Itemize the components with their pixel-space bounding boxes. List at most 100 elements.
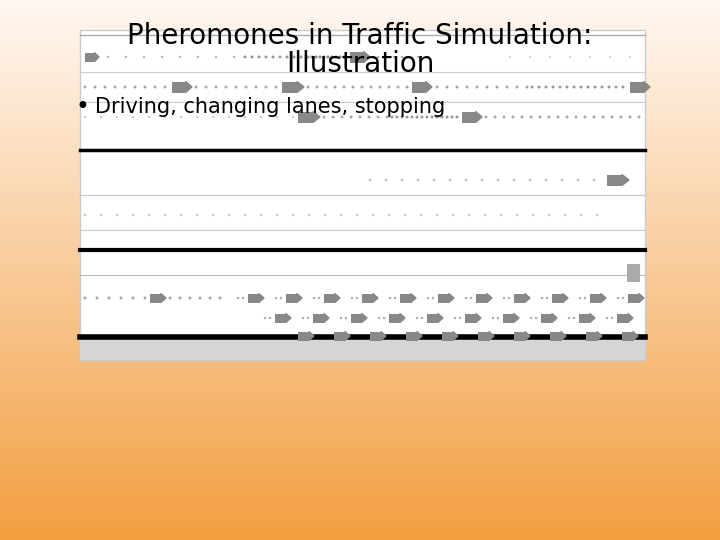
Bar [0,242,720,246]
Bar [0,334,720,338]
Bar [0,356,720,359]
Circle shape [387,214,390,217]
Bar [0,431,720,435]
Bar [0,504,720,508]
Polygon shape [476,111,482,123]
Circle shape [84,214,86,217]
Circle shape [415,116,418,118]
Bar [0,280,720,284]
Circle shape [351,297,354,299]
Polygon shape [525,294,530,302]
Circle shape [269,317,271,319]
Bar [438,294,449,302]
Circle shape [377,56,379,58]
Circle shape [312,297,315,299]
Circle shape [417,179,419,181]
Bar [0,224,720,227]
Circle shape [552,85,554,89]
Circle shape [345,317,347,319]
Bar [0,267,720,270]
Bar [0,421,720,424]
Bar [0,467,720,470]
Circle shape [275,297,277,299]
Bar [0,521,720,524]
Circle shape [572,85,575,89]
Bar [0,491,720,494]
Bar [0,32,720,35]
Bar [0,367,720,370]
Bar [0,537,720,540]
Circle shape [107,56,109,58]
Circle shape [197,56,199,58]
Bar [0,16,720,19]
Bar [248,294,259,302]
Bar [0,199,720,202]
Circle shape [511,116,515,118]
Circle shape [420,214,423,217]
Circle shape [324,214,326,217]
Circle shape [495,85,498,89]
Bar [0,134,720,138]
Bar [0,437,720,440]
Circle shape [84,116,86,118]
Bar [0,237,720,240]
Circle shape [215,56,217,58]
Bar [0,183,720,186]
Polygon shape [94,52,99,62]
Bar [0,340,720,343]
Circle shape [528,179,531,181]
Bar [0,207,720,211]
Circle shape [500,214,503,217]
Bar [0,99,720,103]
Circle shape [433,179,436,181]
Bar [0,80,720,84]
Circle shape [237,297,239,299]
Circle shape [215,85,217,89]
Polygon shape [487,294,492,302]
Bar [0,259,720,262]
Circle shape [561,179,563,181]
Circle shape [600,85,603,89]
Bar [0,337,720,340]
Bar [0,261,720,265]
Circle shape [254,85,258,89]
Polygon shape [297,294,302,302]
Bar [334,332,345,341]
Bar [0,456,720,459]
Circle shape [389,297,391,299]
Polygon shape [259,294,264,302]
Circle shape [538,85,541,89]
Bar [0,278,720,281]
Circle shape [100,116,102,118]
Bar [0,523,720,526]
Bar [0,148,720,151]
Bar [0,121,720,124]
Bar [0,383,720,386]
Bar [0,72,720,76]
Circle shape [161,56,163,58]
Circle shape [260,116,262,118]
Circle shape [242,297,244,299]
Bar [0,0,720,3]
Circle shape [96,296,99,300]
Circle shape [539,116,541,118]
Circle shape [535,317,537,319]
Circle shape [341,116,343,118]
Circle shape [405,116,408,118]
Circle shape [546,335,548,337]
Bar [0,37,720,40]
Bar [0,429,720,432]
Circle shape [619,116,623,118]
Circle shape [326,56,330,58]
Circle shape [449,179,451,181]
Circle shape [179,296,181,300]
Bar [0,118,720,122]
Bar [0,299,720,302]
Circle shape [546,297,548,299]
Bar [0,240,720,243]
Circle shape [420,317,423,319]
Circle shape [244,116,246,118]
Circle shape [377,116,379,118]
Polygon shape [381,332,386,341]
Circle shape [384,56,387,58]
